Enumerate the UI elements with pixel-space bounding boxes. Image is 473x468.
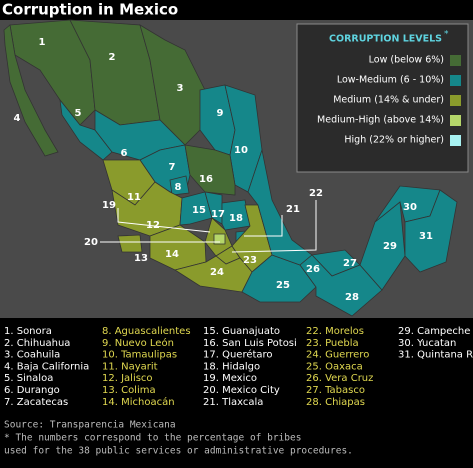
state-list-item: 30. Yucatan bbox=[398, 338, 456, 349]
state-number: 10 bbox=[234, 145, 248, 156]
state-list-item: 27. Tabasco bbox=[306, 385, 365, 396]
state-region bbox=[3, 24, 59, 157]
state-number: 18 bbox=[229, 213, 243, 224]
state-number: 25 bbox=[276, 280, 290, 291]
state-number: 9 bbox=[217, 108, 224, 119]
state-region bbox=[224, 84, 263, 193]
state-number: 26 bbox=[306, 264, 320, 275]
state-list-item: 20. Mexico City bbox=[203, 385, 280, 396]
state-number: 5 bbox=[75, 108, 82, 119]
state-number: 21 bbox=[286, 204, 300, 215]
state-list-item: 21. Tlaxcala bbox=[203, 397, 263, 408]
state-list-item: 31. Quintana Roo bbox=[398, 350, 473, 361]
state-region bbox=[221, 199, 251, 231]
state-list-item: 18. Hidalgo bbox=[203, 361, 260, 372]
state-list-item: 19. Mexico bbox=[203, 373, 257, 384]
state-list-item: 6. Durango bbox=[4, 385, 60, 396]
legend-swatch bbox=[450, 135, 461, 146]
state-number: 14 bbox=[165, 249, 179, 260]
state-number: 1 bbox=[39, 37, 46, 48]
state-number: 12 bbox=[146, 220, 160, 231]
state-list-item: 9. Nuevo León bbox=[102, 337, 174, 349]
state-number: 30 bbox=[403, 202, 417, 213]
footnote: used for the 38 public services or admin… bbox=[4, 446, 353, 457]
legend-marker: * bbox=[444, 30, 449, 40]
state-number: 11 bbox=[127, 192, 141, 203]
legend-swatch bbox=[450, 115, 461, 126]
state-list-item: 7. Zacatecas bbox=[4, 397, 68, 408]
state-list-item: 12. Jalisco bbox=[102, 373, 153, 384]
legend: Low (below 6%) Low-Medium (6 - 10%) Medium… bbox=[317, 55, 461, 146]
leader-line bbox=[244, 215, 283, 237]
source: Source: Transparencia Mexicana bbox=[4, 420, 176, 431]
state-number: 31 bbox=[419, 231, 433, 242]
leader-line bbox=[231, 200, 317, 253]
state-region bbox=[359, 201, 406, 291]
state-region bbox=[117, 234, 143, 253]
state-region bbox=[179, 191, 213, 226]
state-list-item: 26. Vera Cruz bbox=[306, 373, 373, 384]
state-number: 22 bbox=[309, 188, 323, 199]
title: Corruption in Mexico bbox=[2, 1, 178, 19]
state-list-item: 10. Tamaulipas bbox=[102, 350, 177, 361]
state-number: 15 bbox=[192, 205, 206, 216]
state-list-item: 23. Puebla bbox=[306, 338, 359, 349]
state-region bbox=[174, 255, 253, 293]
state-number: 28 bbox=[345, 292, 359, 303]
state-list-item: 22. Morelos bbox=[306, 326, 364, 337]
legend-label: High (22% or higher) bbox=[344, 135, 444, 146]
legend-swatch bbox=[450, 75, 461, 86]
state-list-item: 8. Aguascalientes bbox=[102, 326, 191, 337]
state-number: 13 bbox=[134, 253, 148, 264]
state-number: 20 bbox=[84, 237, 98, 248]
legend-swatch bbox=[450, 55, 461, 66]
state-number: 29 bbox=[383, 241, 397, 252]
state-list-item: 11. Nayarit bbox=[102, 361, 158, 372]
state-list-item: 13. Colima bbox=[102, 385, 156, 396]
state-list-item: 16. San Luis Potosi bbox=[203, 338, 297, 349]
state-list-item: 2. Chihuahua bbox=[4, 338, 70, 349]
state-number: 23 bbox=[243, 255, 257, 266]
legend-label: Medium-High (above 14%) bbox=[317, 115, 444, 126]
state-list-item: 15. Guanajuato bbox=[203, 326, 280, 337]
state-list-item: 25. Oaxaca bbox=[306, 361, 363, 372]
legend-title: CORRUPTION LEVELS bbox=[329, 34, 442, 45]
state-list-item: 1. Sonora bbox=[4, 326, 52, 337]
state-list-item: 24. Guerrero bbox=[306, 350, 369, 361]
state-list-item: 29. Campeche bbox=[398, 326, 470, 337]
legend-swatch bbox=[450, 95, 461, 106]
state-list-item: 14. Michoacán bbox=[102, 396, 175, 408]
state-number: 16 bbox=[199, 174, 213, 185]
state-number: 2 bbox=[109, 52, 116, 63]
legend-label: Low (below 6%) bbox=[369, 55, 444, 66]
state-region bbox=[404, 189, 458, 273]
state-number: 8 bbox=[175, 182, 182, 193]
legend-label: Medium (14% & under) bbox=[333, 95, 444, 106]
state-list-item: 17. Querétaro bbox=[203, 349, 273, 361]
legend-label: Low-Medium (6 - 10%) bbox=[337, 75, 444, 86]
states bbox=[3, 19, 458, 317]
state-number: 4 bbox=[14, 113, 21, 124]
state-number: 27 bbox=[343, 258, 357, 269]
state-number: 7 bbox=[169, 162, 176, 173]
state-number: 3 bbox=[177, 83, 184, 94]
leader-line bbox=[117, 208, 211, 233]
state-list-item: 5. Sinaloa bbox=[4, 373, 53, 384]
state-list-item: 28. Chiapas bbox=[306, 397, 365, 408]
footnote: * The numbers correspond to the percenta… bbox=[4, 433, 301, 444]
state-list-item: 4. Baja California bbox=[4, 361, 89, 372]
state-number: 17 bbox=[211, 209, 225, 220]
legend-box bbox=[296, 23, 469, 173]
state-region bbox=[184, 144, 236, 196]
state-number: 19 bbox=[102, 200, 116, 211]
state-region bbox=[169, 175, 190, 196]
state-region bbox=[59, 98, 113, 161]
state-list-item: 3. Coahuila bbox=[4, 350, 60, 361]
state-number: 24 bbox=[210, 267, 224, 278]
state-number: 6 bbox=[121, 148, 128, 159]
